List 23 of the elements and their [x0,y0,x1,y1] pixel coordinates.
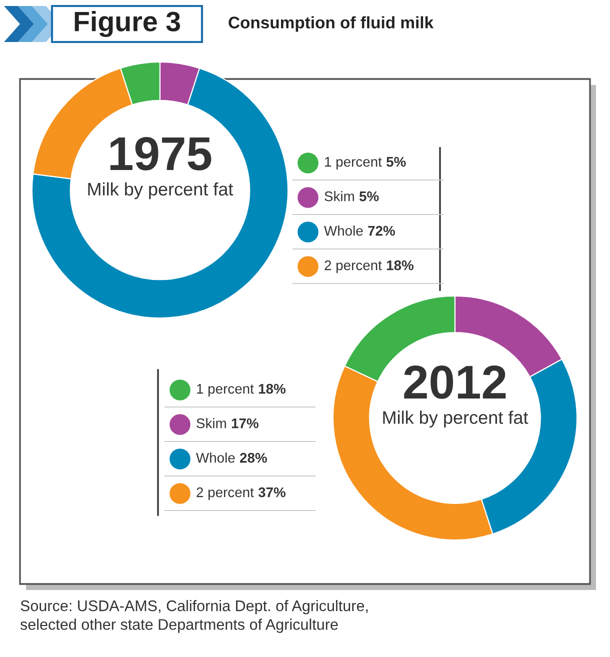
legend-label: 1 percent [197,384,254,396]
legend-label: 1 percent [325,157,382,170]
data-label: 28% [240,452,267,463]
source-note: Source: USDA-AMS, California Dept. of Agriculture, selected other state Departments of Agriculture [20,600,368,633]
text: 1975 [110,136,212,170]
legend-label: Skim [196,418,226,428]
legend-label: Skim [324,191,354,202]
data-label: 5% [359,191,379,202]
legend-label: 2 percent [324,260,382,273]
text: 2012 [404,365,506,399]
text: Milk by percent fat [383,410,528,428]
text: Consumption of fluid milk [228,16,434,32]
data-label: 5% [386,156,406,167]
data-label: 72% [368,226,395,236]
legend-label: Whole [324,226,363,236]
data-label: 18% [386,260,414,270]
text: Milk by percent fat [88,182,234,200]
data-label: 18% [258,384,286,394]
data-label: 37% [258,487,286,498]
data-label: 17% [232,418,258,428]
legend-label: 2 percent [196,487,254,500]
caption: Figure 3 [74,10,180,38]
legend-label: Whole [196,452,235,463]
